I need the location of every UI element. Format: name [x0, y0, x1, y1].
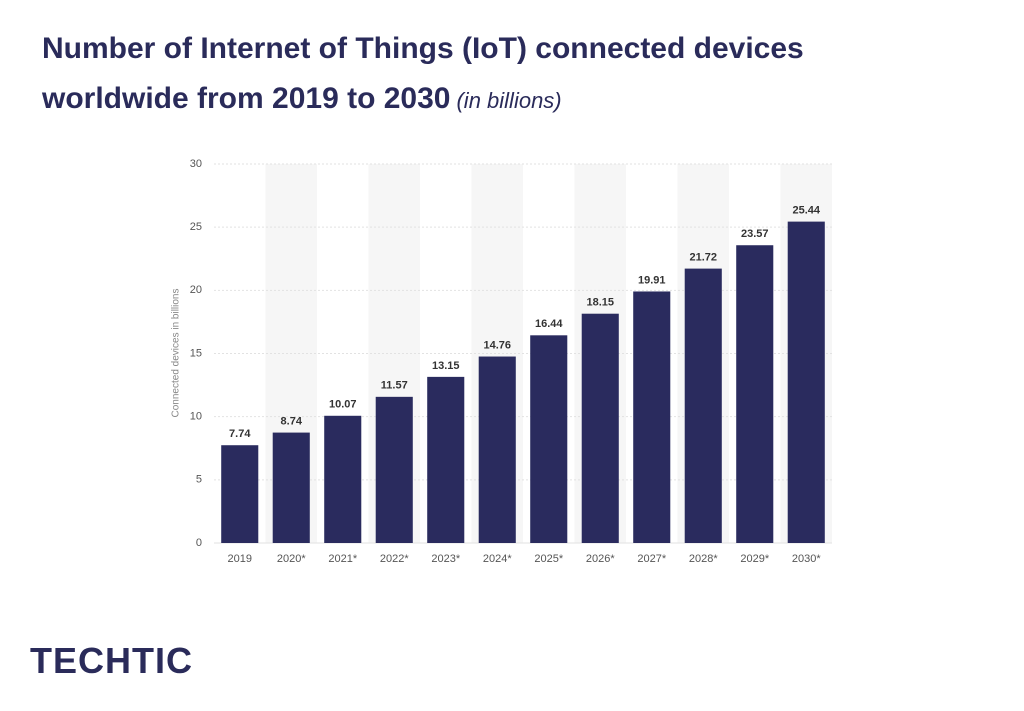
- y-tick-label: 15: [190, 347, 202, 359]
- x-tick-label: 2025*: [534, 553, 563, 565]
- y-tick-label: 10: [190, 411, 202, 423]
- x-tick-label: 2026*: [586, 553, 615, 565]
- bar: [427, 376, 465, 543]
- bar: [272, 432, 310, 543]
- bar: [633, 291, 671, 543]
- x-tick-label: 2021*: [328, 553, 357, 565]
- bar: [787, 221, 825, 543]
- x-tick-label: 2024*: [483, 553, 512, 565]
- x-tick-label: 2028*: [689, 553, 718, 565]
- x-tick-label: 2030*: [792, 553, 821, 565]
- y-tick-label: 25: [190, 221, 202, 233]
- value-label: 8.74: [281, 415, 303, 427]
- bar: [375, 396, 413, 543]
- y-tick-label: 5: [196, 474, 202, 486]
- bar: [221, 445, 259, 543]
- value-label: 25.44: [792, 205, 820, 217]
- value-label: 19.91: [638, 274, 666, 286]
- bar: [324, 415, 362, 543]
- y-axis-label: Connected devices in billions: [171, 289, 182, 418]
- value-label: 23.57: [741, 228, 769, 240]
- bar: [684, 268, 722, 543]
- chart-title: Number of Internet of Things (IoT) conne…: [42, 32, 804, 115]
- value-label: 14.76: [483, 339, 511, 351]
- value-label: 11.57: [381, 380, 408, 392]
- x-tick-label: 2027*: [637, 553, 666, 565]
- x-tick-label: 2020*: [277, 553, 306, 565]
- x-tick-label: 2022*: [380, 553, 409, 565]
- value-label: 7.74: [229, 428, 251, 440]
- value-label: 13.15: [432, 360, 460, 372]
- y-tick-label: 20: [190, 284, 202, 296]
- x-tick-label: 2029*: [740, 553, 769, 565]
- brand-logo: TECHTIC: [30, 640, 193, 681]
- y-tick-label: 30: [190, 158, 202, 170]
- bar: [736, 245, 774, 543]
- x-tick-label: 2019: [228, 553, 252, 565]
- value-label: 18.15: [586, 297, 614, 309]
- value-label: 10.07: [329, 399, 357, 411]
- x-tick-label: 2023*: [431, 553, 460, 565]
- title-block: Number of Internet of Things (IoT) conne…: [42, 24, 942, 126]
- bar: [530, 335, 568, 543]
- chart-subtitle: (in billions): [456, 88, 562, 113]
- value-label: 21.72: [689, 252, 717, 264]
- bar: [581, 313, 619, 543]
- value-label: 16.44: [535, 318, 563, 330]
- y-tick-label: 0: [196, 537, 202, 549]
- bar: [478, 356, 516, 543]
